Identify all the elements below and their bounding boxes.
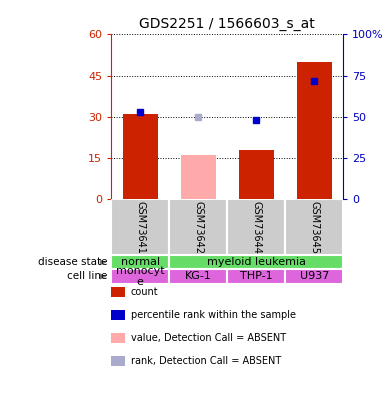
Text: rank, Detection Call = ABSENT: rank, Detection Call = ABSENT — [131, 356, 281, 366]
Text: cell line: cell line — [67, 271, 107, 281]
Bar — [227, 199, 285, 255]
Bar — [111, 269, 169, 283]
Text: GSM73642: GSM73642 — [193, 201, 203, 254]
Bar — [285, 269, 343, 283]
Title: GDS2251 / 1566603_s_at: GDS2251 / 1566603_s_at — [139, 17, 315, 31]
Bar — [169, 199, 227, 255]
Bar — [169, 269, 227, 283]
Text: count: count — [131, 287, 158, 296]
Text: disease state: disease state — [38, 258, 107, 267]
Bar — [285, 199, 343, 255]
Text: GSM73641: GSM73641 — [135, 201, 145, 254]
Bar — [111, 255, 169, 269]
Bar — [297, 62, 332, 199]
Bar — [169, 255, 343, 269]
Text: U937: U937 — [300, 271, 329, 281]
Text: GSM73644: GSM73644 — [251, 201, 261, 254]
Text: myeloid leukemia: myeloid leukemia — [207, 258, 306, 267]
Text: percentile rank within the sample: percentile rank within the sample — [131, 310, 296, 320]
Text: value, Detection Call = ABSENT: value, Detection Call = ABSENT — [131, 333, 286, 343]
Text: GSM73645: GSM73645 — [309, 201, 319, 254]
Text: THP-1: THP-1 — [240, 271, 273, 281]
Bar — [227, 269, 285, 283]
Text: monocyt
e: monocyt e — [116, 266, 165, 287]
Text: normal: normal — [121, 258, 160, 267]
Bar — [181, 155, 216, 199]
Text: KG-1: KG-1 — [185, 271, 212, 281]
Bar — [239, 150, 273, 199]
Bar — [123, 114, 158, 199]
Bar — [111, 199, 169, 255]
